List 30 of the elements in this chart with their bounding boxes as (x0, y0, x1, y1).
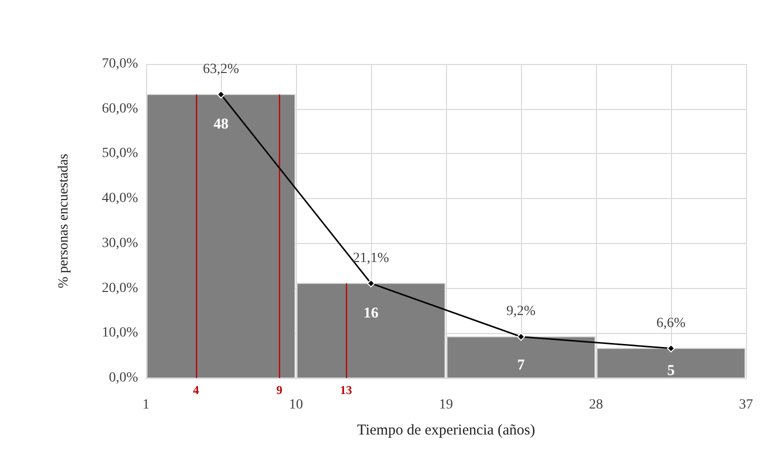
point (217, 90, 225, 99)
y-tick-label: 10,0% (102, 326, 138, 341)
y-tick-label: 40,0% (102, 191, 138, 206)
x-tick-label: 1 (142, 398, 150, 412)
y-tick-label: 70,0% (102, 56, 138, 72)
point (517, 332, 525, 341)
y-tick-label: 0,0% (108, 370, 138, 386)
point (667, 344, 675, 352)
ref-line-label: 13 (340, 383, 352, 397)
ref-line-label: 9 (276, 383, 282, 397)
ref-line-label: 4 (193, 383, 199, 397)
annotation: 7 (517, 357, 526, 374)
y-tick-label: 30,0% (102, 236, 138, 251)
y-tick-label: 50,0% (102, 146, 138, 162)
x-tick-label: 10 (289, 398, 303, 412)
annotation: 5 (667, 363, 675, 380)
annotation: 16 (364, 305, 379, 322)
annotation: 48 (214, 116, 228, 133)
data-label: 9,2% (506, 304, 536, 320)
data-label: 6,6% (656, 316, 686, 331)
data-label: 63,2% (202, 62, 240, 78)
x-tick-label: 28 (589, 398, 603, 412)
y-axis-title: % personas encuestadas (56, 154, 72, 288)
point (367, 279, 375, 288)
x-axis-title: Tiempo de experiencia (años) (356, 422, 536, 438)
y-tick-label: 20,0% (102, 280, 138, 296)
x-tick-label: 19 (439, 398, 453, 412)
data-label: 21,1% (352, 250, 390, 266)
y-tick-label: 60,0% (102, 101, 138, 116)
x-tick-label: 37 (739, 398, 753, 412)
